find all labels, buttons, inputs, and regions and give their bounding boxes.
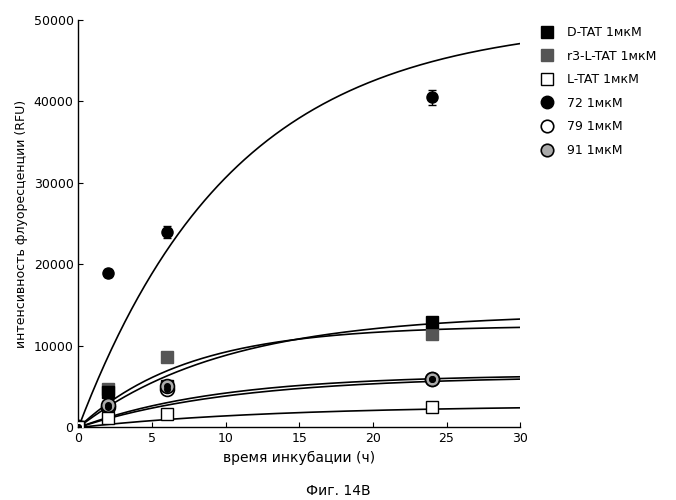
X-axis label: время инкубации (ч): время инкубации (ч) xyxy=(223,451,375,465)
Text: Фиг. 14B: Фиг. 14B xyxy=(306,484,370,498)
Legend: D-TAT 1мкМ, r3-L-TAT 1мкМ, L-TAT 1мкМ, 72 1мкМ, 79 1мкМ, 91 1мкМ: D-TAT 1мкМ, r3-L-TAT 1мкМ, L-TAT 1мкМ, 7… xyxy=(531,22,660,161)
Y-axis label: интенсивность флуоресценции (RFU): интенсивность флуоресценции (RFU) xyxy=(15,100,28,348)
